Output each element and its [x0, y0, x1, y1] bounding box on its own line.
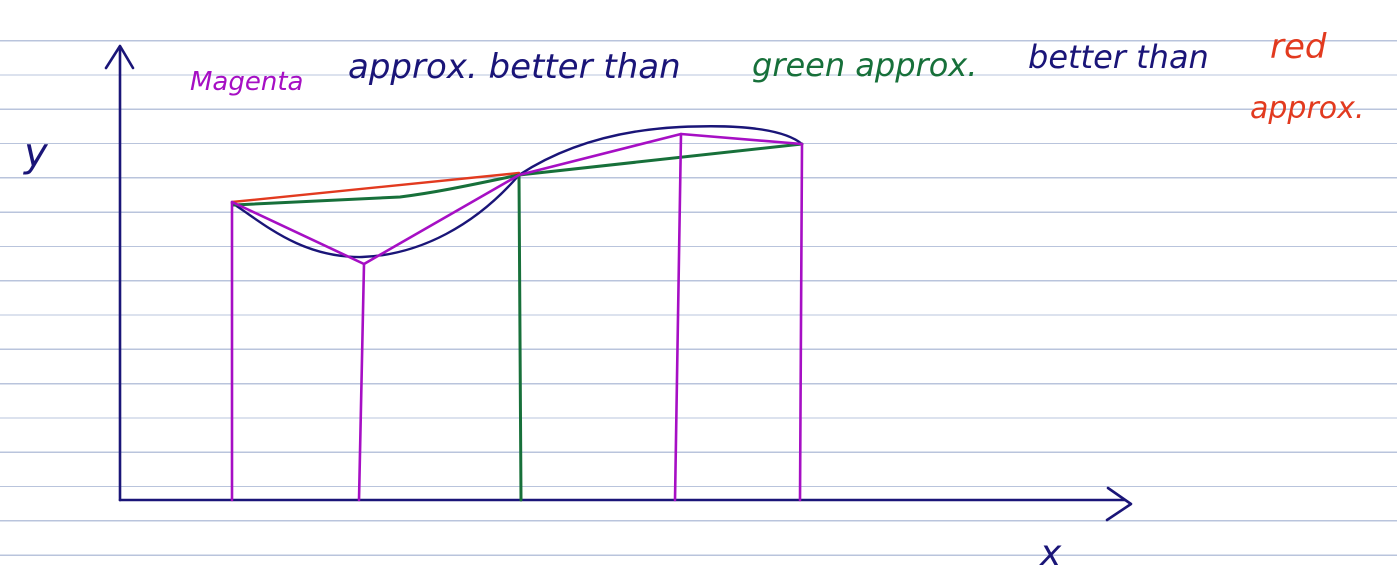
annotation-red-word: red: [1270, 27, 1327, 67]
magenta-chords: [230, 132, 804, 266]
magenta-vertical-2: [357, 262, 366, 502]
magenta-vertical-4: [673, 132, 683, 502]
annotation-green-word: green approx.: [752, 46, 977, 84]
green-chord-left: [232, 173, 521, 207]
magenta-vertical-5: [798, 142, 804, 502]
green-chord-right: [517, 142, 804, 177]
annotation-red-tail: approx.: [1250, 91, 1364, 126]
annotation-magenta-word: Magenta: [190, 67, 303, 97]
green-approx: [232, 142, 804, 502]
x-axis-arrow: [1105, 486, 1133, 522]
magenta-approx: [230, 132, 804, 502]
x-axis-label: x: [1039, 533, 1062, 574]
y-axis-arrow: [104, 44, 135, 70]
function-curve: [230, 125, 804, 259]
annotation-phrase-1: approx. better than: [348, 47, 681, 87]
green-vertical: [517, 173, 523, 502]
axes: [104, 44, 1133, 522]
red-approx-line: [230, 171, 521, 204]
y-axis-label: y: [23, 130, 49, 176]
annotation-phrase-2: better than: [1028, 38, 1209, 76]
